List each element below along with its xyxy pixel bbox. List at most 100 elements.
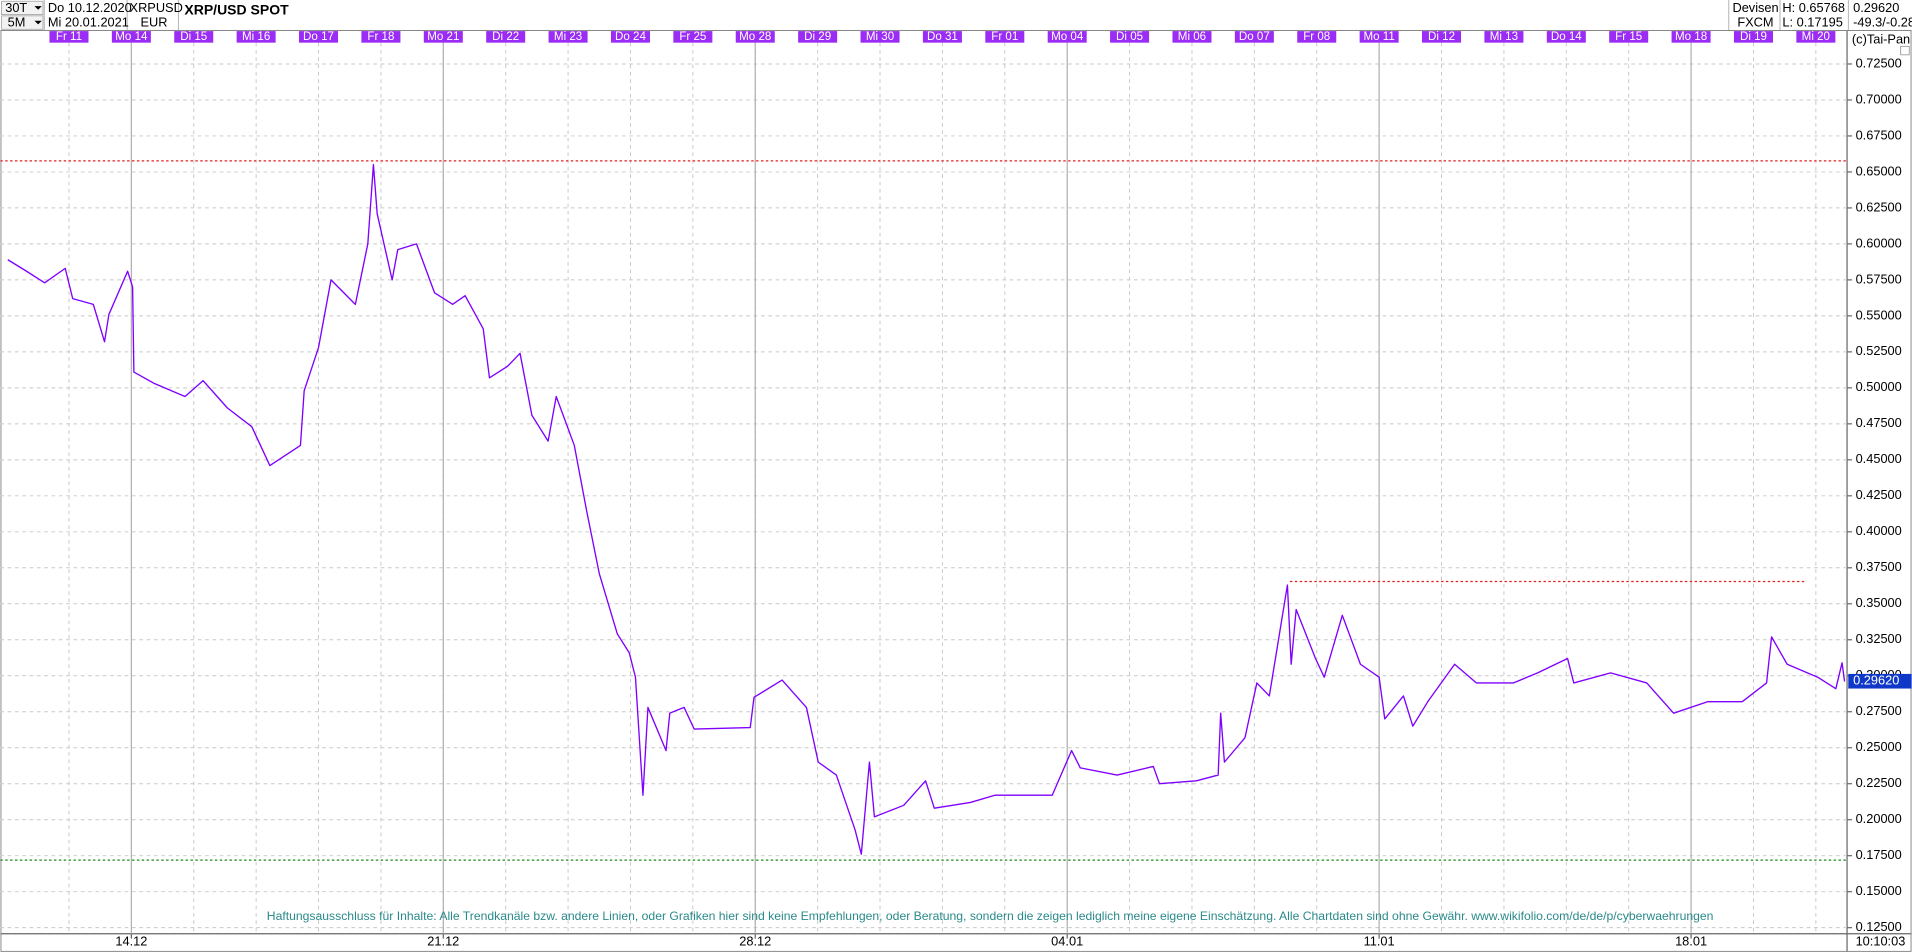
y-tick-label: 0.20000: [1856, 811, 1902, 826]
resolution-select[interactable]: [1, 15, 44, 30]
low: L: 0.17195: [1782, 15, 1842, 30]
last-price-label: 0.29620: [1853, 673, 1899, 688]
day-label: Fr 15: [1615, 31, 1642, 43]
day-label-box: [985, 31, 1025, 43]
day-label-box: [1359, 31, 1399, 43]
day-label-box: [1796, 31, 1836, 43]
day-label-box: [361, 31, 401, 43]
day-label: Mo 28: [739, 31, 771, 43]
category: Devisen: [1732, 0, 1778, 15]
day-label-box: [860, 31, 900, 43]
day-label: Fr 08: [1303, 31, 1330, 43]
day-label-box: [673, 31, 713, 43]
day-label-box: [1172, 31, 1212, 43]
y-tick-label: 0.40000: [1856, 523, 1902, 538]
day-label: Di 29: [804, 31, 831, 43]
day-label: Di 12: [1428, 31, 1455, 43]
day-label-box: [798, 31, 838, 43]
day-label: Di 19: [1740, 31, 1767, 43]
y-tick-label: 0.45000: [1856, 451, 1902, 466]
y-tick-label: 0.27500: [1856, 703, 1902, 718]
frame: [0, 29, 1912, 952]
day-label: Di 22: [492, 31, 519, 43]
y-tick-label: 0.65000: [1856, 163, 1902, 178]
date-from: Do 10.12.2020: [48, 0, 132, 15]
day-label: Fr 25: [679, 31, 706, 43]
day-label: Do 14: [1551, 31, 1582, 43]
x-tick-label: 28.12: [739, 934, 771, 949]
day-label: Do 31: [927, 31, 958, 43]
y-tick-label: 0.70000: [1856, 91, 1902, 106]
y-tick-label: 0.50000: [1856, 379, 1902, 394]
x-tick-label: 14.12: [115, 934, 147, 949]
day-label: Mi 23: [554, 31, 582, 43]
y-tick-label: 0.22500: [1856, 775, 1902, 790]
day-label: Fr 01: [991, 31, 1018, 43]
x-tick-label: 21.12: [427, 934, 459, 949]
y-tick-label: 0.42500: [1856, 487, 1902, 502]
day-label-box: [1110, 31, 1150, 43]
day-label: Do 17: [303, 31, 334, 43]
y-tick-label: 0.62500: [1856, 199, 1902, 214]
y-tick-label: 0.55000: [1856, 307, 1902, 322]
day-label-box: [423, 31, 463, 43]
copyright: (c)Tai-Pan: [1852, 32, 1910, 47]
y-tick-label: 0.12500: [1856, 919, 1902, 934]
day-label-box: [1484, 31, 1524, 43]
day-label: Mi 06: [1178, 31, 1206, 43]
day-label-box: [610, 31, 650, 43]
y-tick-label: 0.47500: [1856, 415, 1902, 430]
y-tick-label: 0.72500: [1856, 55, 1902, 70]
day-label: Mi 13: [1490, 31, 1518, 43]
day-label: Mo 14: [115, 31, 148, 43]
plot: 0.12500 0.15000 0.17500 0.20000 0.22500 0.250…: [0, 31, 1912, 949]
y-tick-label: 0.37500: [1856, 559, 1902, 574]
y-tick-label: 0.17500: [1856, 847, 1902, 862]
last-price-box: [1848, 673, 1912, 689]
day-label: Mo 21: [427, 31, 459, 43]
high: H: 0.65768: [1782, 0, 1845, 15]
chart-title: XRP/USD SPOT: [184, 2, 289, 18]
x-tick-label: 11.01: [1364, 934, 1395, 949]
day-label: Mo 04: [1051, 31, 1084, 43]
day-label: Di 15: [180, 31, 207, 43]
day-label-box: [1422, 31, 1462, 43]
disclaimer: Haftungsausschluss für Inhalte: Alle Tre…: [267, 909, 1714, 923]
day-label-box: [548, 31, 588, 43]
day-label: Fr 18: [367, 31, 394, 43]
y-tick-label: 0.60000: [1856, 235, 1902, 250]
day-label-box: [1733, 31, 1773, 43]
day-label: Mi 30: [866, 31, 894, 43]
day-label: Fr 11: [56, 31, 82, 43]
interval: 30T: [5, 0, 27, 15]
day-label-box: [1546, 31, 1586, 43]
y-tick-label: 0.52500: [1856, 343, 1902, 358]
day-label: Mi 16: [242, 31, 270, 43]
resolution: 5M: [8, 15, 26, 30]
corner-box[interactable]: [1900, 45, 1910, 56]
day-label: Mi 20: [1802, 31, 1830, 43]
day-label: Mo 18: [1675, 31, 1707, 43]
day-label: Di 05: [1116, 31, 1143, 43]
x-tick-label: 18.01: [1675, 934, 1707, 949]
day-label: Mo 11: [1363, 31, 1394, 43]
day-label-box: [174, 31, 214, 43]
day-label: Do 07: [1239, 31, 1270, 43]
day-label-box: [1047, 31, 1087, 43]
change: -49.3/-0.28: [1853, 15, 1912, 30]
price-line: [7, 164, 1846, 855]
day-label-box: [1234, 31, 1274, 43]
day-label-box: [735, 31, 775, 43]
last-price-header: 0.29620: [1853, 0, 1899, 15]
y-tick-label: 0.35000: [1856, 595, 1902, 610]
currency: EUR: [141, 15, 168, 30]
day-label-box: [922, 31, 962, 43]
interval-select[interactable]: [1, 0, 44, 15]
day-label-box: [486, 31, 526, 43]
day-label: Do 24: [615, 31, 646, 43]
y-tick-label: 0.32500: [1856, 631, 1902, 646]
day-label-box: [299, 31, 339, 43]
